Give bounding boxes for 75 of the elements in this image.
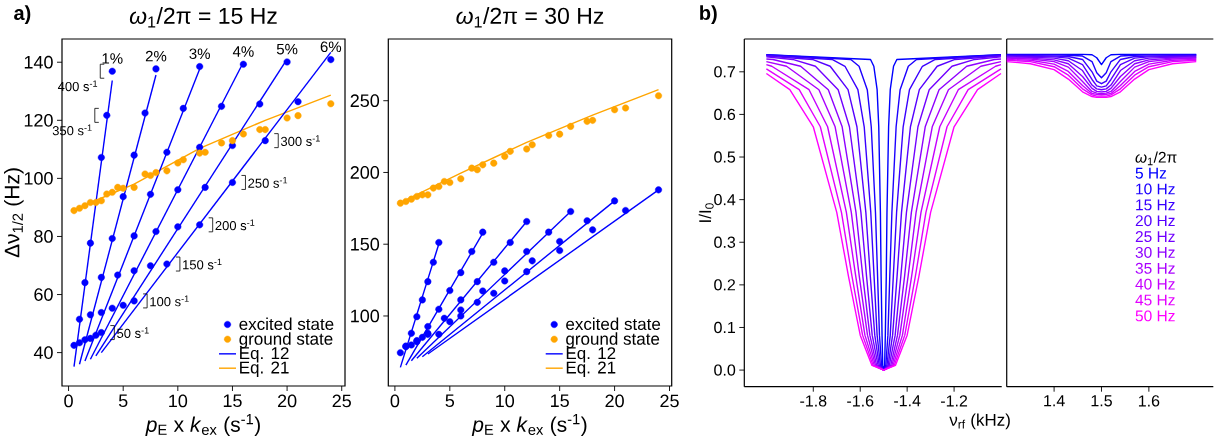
- annotation: 2%: [145, 50, 167, 62]
- x-axis-title: p$_{E}$ x k$_{ex}$ (s$^{-1}$): [471, 414, 587, 437]
- legend-label: Eq. 21: [566, 361, 616, 377]
- annotation: 150 s$^{-1}$: [183, 258, 222, 270]
- chart-title: ω$_{1}$/2π = 15 Hz: [129, 7, 277, 28]
- x-tick-label: 0: [390, 394, 400, 408]
- text: 45 Hz: [1135, 294, 1175, 306]
- legend-title: ω$_{1}$/2π: [1135, 151, 1177, 166]
- annotation: 4%: [232, 46, 254, 57]
- text: 30 Hz: [1135, 246, 1175, 258]
- y-tick-label: 250: [350, 94, 380, 108]
- y-tick-label: 120: [24, 113, 53, 127]
- legend-label: Eq. 21: [240, 361, 289, 377]
- text: 5 Hz: [1135, 167, 1167, 179]
- text: 20 Hz: [1135, 215, 1175, 227]
- y-tick-label: 60: [34, 288, 53, 301]
- y-tick-label: 40: [33, 346, 53, 359]
- y-tick-label: 0.2: [714, 279, 735, 291]
- chart-title: ω$_{1}$/2π = 30 Hz: [456, 7, 604, 28]
- legend-label: ground state: [566, 332, 660, 349]
- legend-label: excited state: [566, 317, 661, 331]
- y-tick-label: 140: [24, 55, 53, 69]
- x-tick-label: 0: [64, 394, 73, 408]
- y-tick-label: 200: [350, 166, 380, 179]
- annotation: 6%: [320, 41, 342, 53]
- text: 15 Hz: [1136, 199, 1175, 211]
- annotation: 1%: [102, 53, 123, 64]
- x-axis-title: p$_{E}$ x k$_{ex}$ (s$^{-1}$): [145, 414, 260, 437]
- annotation: 5%: [276, 43, 298, 55]
- annotation: 100 s$^{-1}$: [150, 295, 189, 307]
- annotation: 3%: [189, 48, 210, 60]
- y-tick-label: 0.1: [714, 321, 736, 334]
- x-tick-label: 25: [332, 394, 351, 408]
- x-tick-label: -1.6: [847, 395, 874, 407]
- annotation: 50 s$^{-1}$: [117, 327, 149, 338]
- y-tick-label: 0.4: [714, 193, 736, 206]
- x-tick-label: 5: [118, 394, 128, 408]
- x-tick-label: -1.2: [941, 395, 968, 407]
- annotation: 200 s$^{-1}$: [215, 219, 255, 231]
- y-tick-label: 100: [351, 309, 380, 323]
- text: 40 Hz: [1135, 278, 1175, 290]
- annotation: 250 s$^{-1}$: [248, 177, 288, 188]
- y-tick-label: 100: [24, 172, 53, 185]
- y-tick-label: 0.5: [714, 151, 736, 163]
- x-tick-label: 20: [605, 394, 624, 408]
- y-tick-label: 0.0: [714, 364, 736, 376]
- x-tick-label: 25: [660, 394, 679, 408]
- y-tick-label: 0.6: [714, 108, 736, 121]
- text: 50 Hz: [1135, 310, 1175, 322]
- x-tick-label: -1.4: [894, 395, 921, 407]
- x-tick-label: 10: [169, 394, 188, 408]
- y-tick-label: 80: [34, 230, 53, 243]
- text: b): [700, 5, 717, 24]
- y-axis-title: Δν$_{1/2}$ (Hz): [4, 168, 24, 258]
- x-tick-label: 10: [496, 394, 515, 408]
- x-tick-label: 1.5: [1091, 395, 1112, 407]
- y-tick-label: 0.3: [714, 236, 736, 248]
- y-tick-label: 150: [351, 237, 380, 251]
- x-tick-label: 15: [223, 394, 242, 408]
- x-tick-label: 1.4: [1044, 395, 1065, 407]
- legend-label: excited state: [239, 317, 334, 331]
- x-tick-label: 15: [551, 394, 569, 408]
- y-tick-label: 0.7: [714, 66, 735, 78]
- text: a): [14, 5, 31, 25]
- legend-label: ground state: [239, 332, 333, 349]
- text: 10 Hz: [1136, 183, 1175, 195]
- x-tick-label: 5: [445, 394, 455, 408]
- x-tick-label: 20: [277, 394, 297, 408]
- x-tick-label: 1.6: [1138, 395, 1160, 407]
- x-axis-title: ν$_{rf}$ (kHz): [949, 413, 1010, 430]
- text: 25 Hz: [1135, 231, 1175, 243]
- text: 35 Hz: [1135, 262, 1175, 274]
- x-tick-label: -1.8: [800, 395, 827, 407]
- y-axis-title: I/I$_{0}$: [698, 203, 714, 222]
- annotation: 300 s$^{-1}$: [280, 135, 320, 146]
